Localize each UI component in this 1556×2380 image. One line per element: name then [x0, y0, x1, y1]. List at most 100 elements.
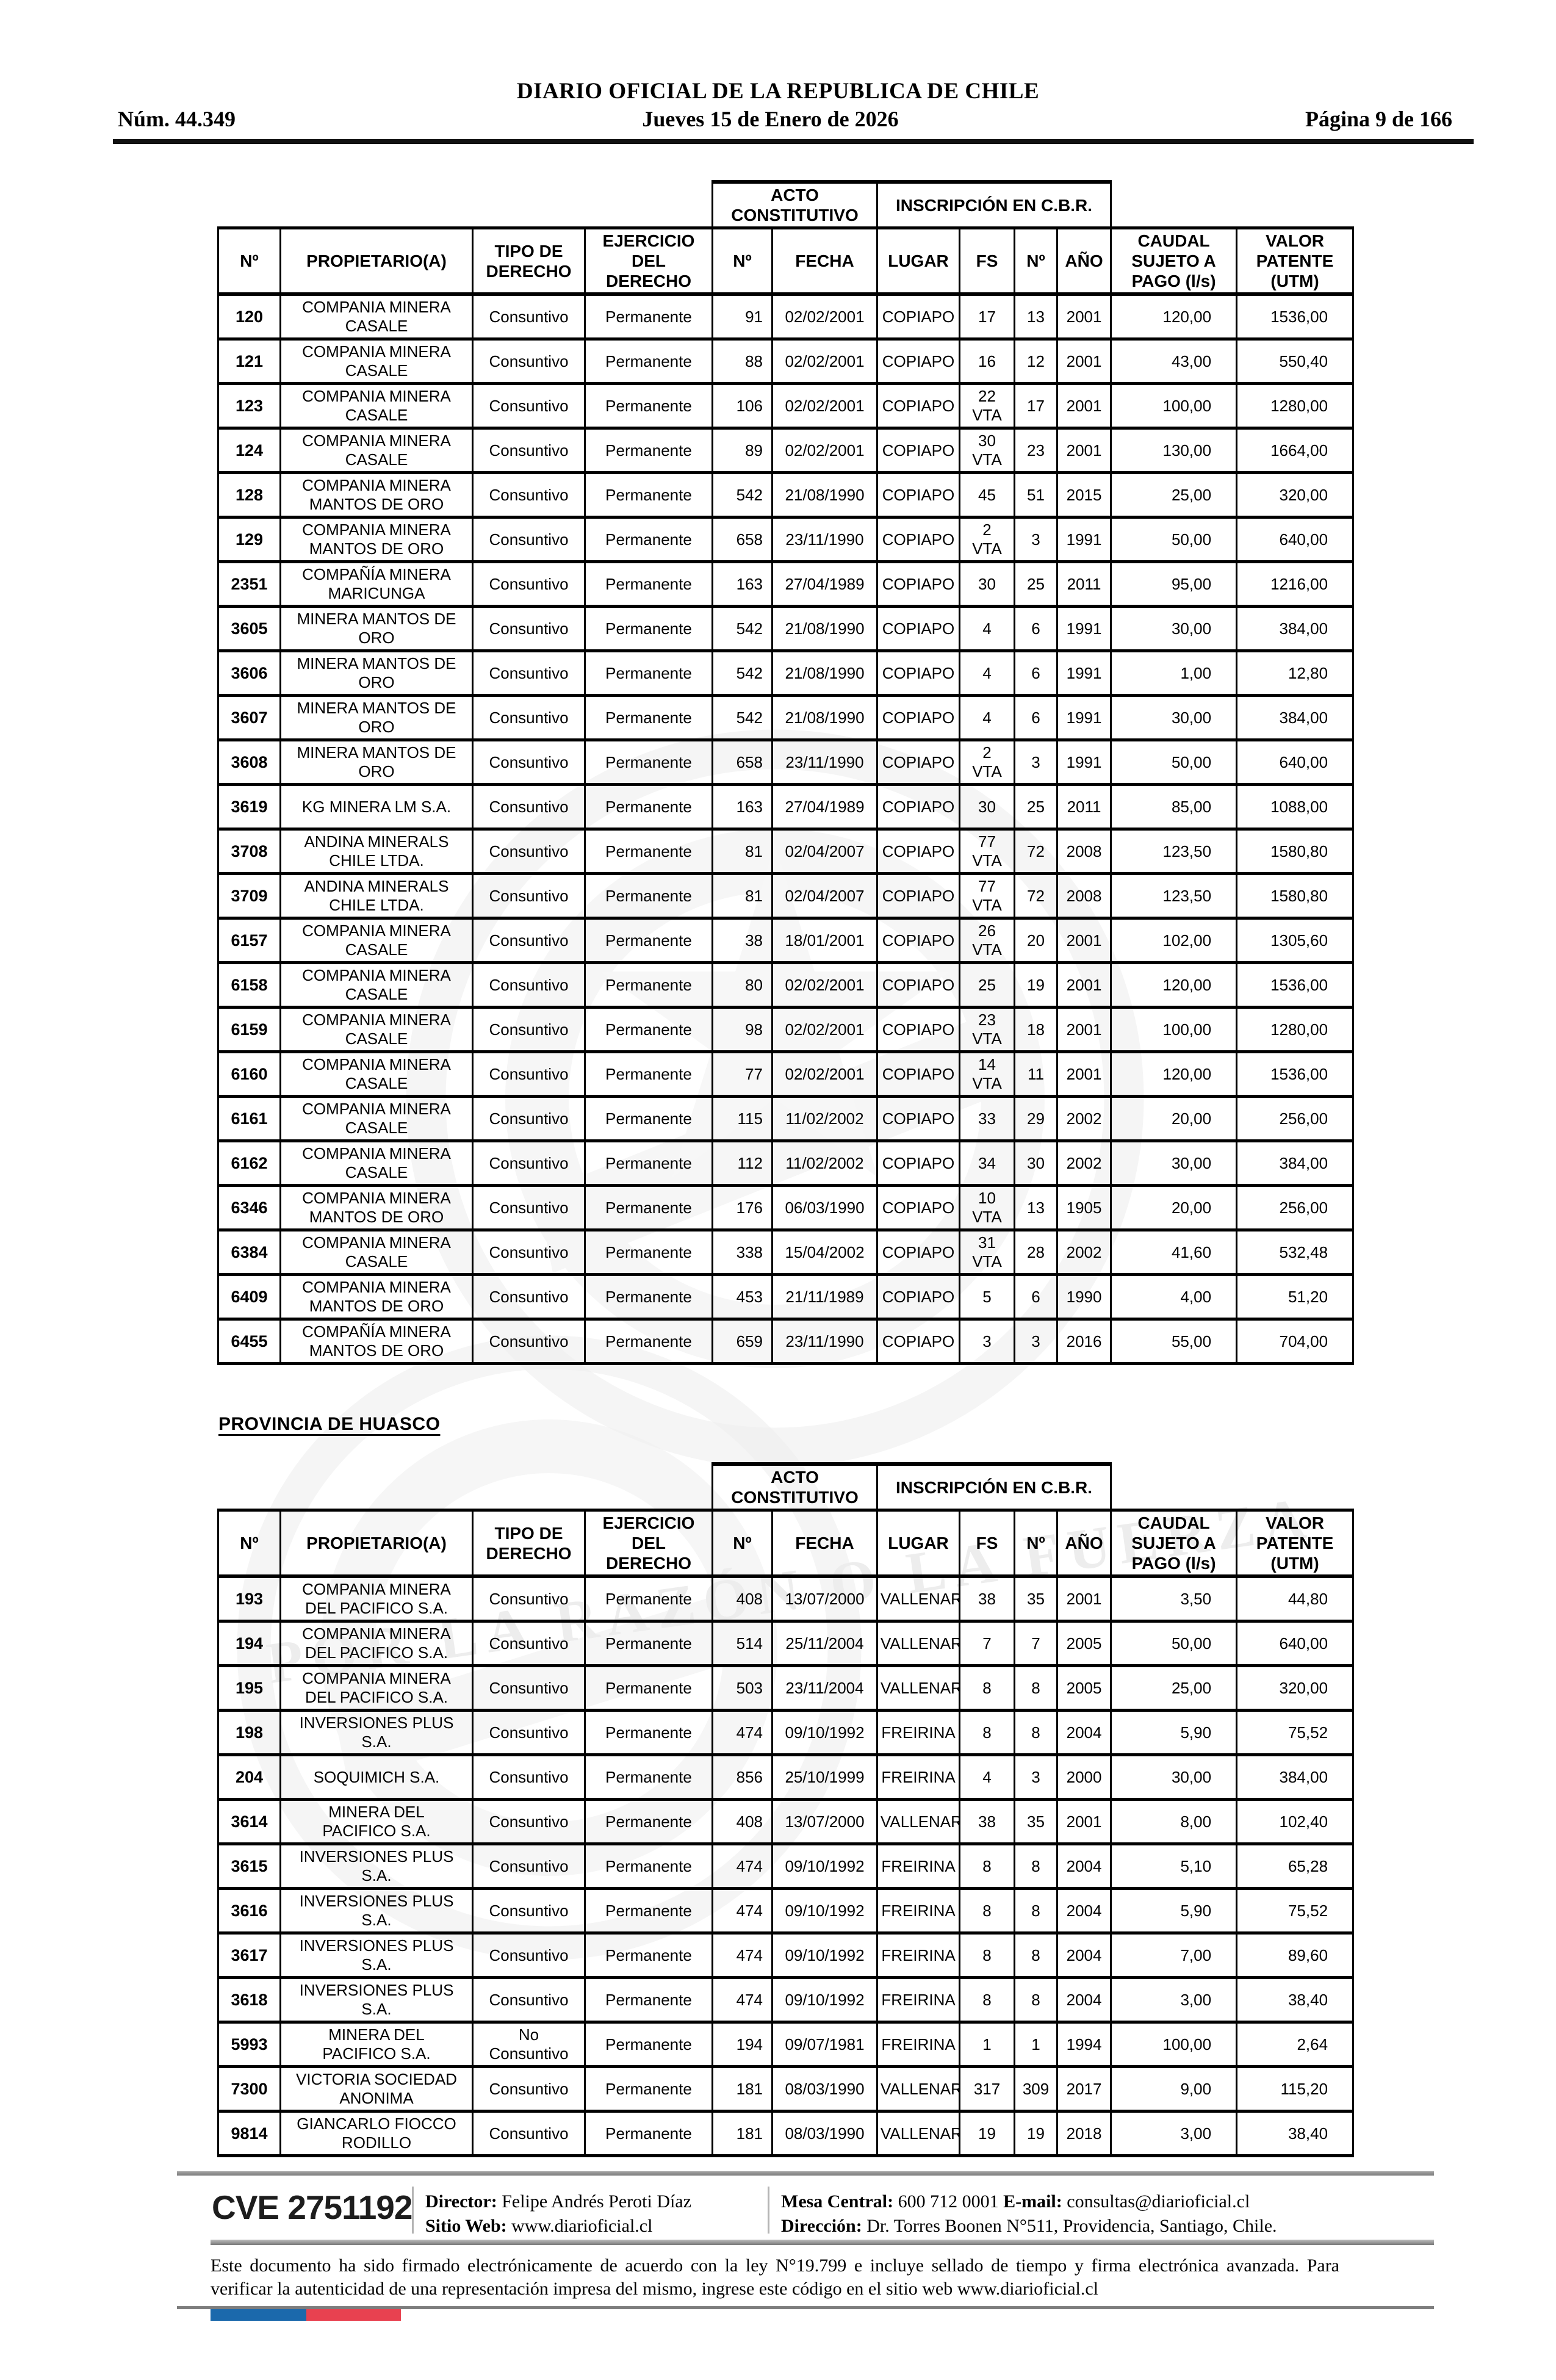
cell-caudal: 130,00	[1110, 427, 1238, 474]
cell-num: 124	[217, 427, 281, 474]
col-header-cbr_num: Nº	[1014, 1509, 1059, 1578]
cell-lugar: COPIAPO	[876, 872, 961, 920]
col-header-num: Nº	[217, 226, 281, 296]
issue-number: Núm. 44.349	[118, 107, 236, 131]
sitio-url[interactable]: www.diarioficial.cl	[511, 2216, 653, 2236]
cell-ano: 2001	[1056, 1574, 1112, 1623]
cell-ano: 2008	[1056, 872, 1112, 920]
cell-valor: 640,00	[1236, 738, 1355, 786]
cell-ejercicio: Permanente	[584, 872, 713, 920]
cell-lugar: VALLENAR	[876, 2065, 961, 2113]
cell-tipo: Consuntivo	[472, 694, 586, 741]
cell-propietario: COMPANIA MINERA CASALE	[279, 961, 474, 1009]
cell-acto_num: 408	[711, 1798, 773, 1845]
cell-caudal: 5,90	[1110, 1709, 1238, 1756]
cell-cbr_num: 17	[1014, 382, 1059, 430]
cell-fs: 16	[959, 337, 1016, 385]
cell-ano: 1905	[1056, 1184, 1112, 1231]
cell-valor: 256,00	[1236, 1184, 1355, 1231]
cell-tipo: Consuntivo	[472, 738, 586, 786]
cell-fecha: 09/07/1981	[771, 2021, 879, 2068]
cell-lugar: COPIAPO	[876, 828, 961, 875]
cell-ejercicio: Permanente	[584, 1050, 713, 1098]
cell-num: 3617	[217, 1931, 281, 1979]
cell-caudal: 5,90	[1110, 1887, 1238, 1935]
cell-ejercicio: Permanente	[584, 1006, 713, 1053]
cell-valor: 1580,80	[1236, 828, 1355, 875]
table-row: 3608 MINERA MANTOS DE ORO Consuntivo Perman…	[217, 738, 1355, 786]
cell-propietario: GIANCARLO FIOCCO RODILLO	[279, 2110, 474, 2157]
cell-ejercicio: Permanente	[584, 1184, 713, 1231]
cell-propietario: COMPANIA MINERA CASALE	[279, 382, 474, 430]
group-header-inscripcion: INSCRIPCIÓN EN C.B.R.	[876, 180, 1112, 228]
cell-valor: 2,64	[1236, 2021, 1355, 2068]
col-header-tipo: TIPO DE DERECHO	[472, 226, 586, 296]
cell-acto_num: 542	[711, 605, 773, 652]
cell-tipo: Consuntivo	[472, 605, 586, 652]
cell-ejercicio: Permanente	[584, 917, 713, 964]
cell-fs: 5	[959, 1273, 1016, 1321]
table-row: 3606 MINERA MANTOS DE ORO Consuntivo Perman…	[217, 649, 1355, 697]
direccion-value: Dr. Torres Boonen N°511, Providencia, Sa…	[866, 2216, 1277, 2236]
cell-lugar: COPIAPO	[876, 961, 961, 1009]
direccion-label: Dirección:	[781, 2216, 862, 2236]
cell-fs: 4	[959, 1753, 1016, 1801]
cell-propietario: INVERSIONES PLUS S.A.	[279, 1976, 474, 2024]
cell-valor: 65,28	[1236, 1842, 1355, 1890]
cell-tipo: Consuntivo	[472, 1842, 586, 1890]
cell-fecha: 02/02/2001	[771, 337, 879, 385]
table-provincia-copiapo: ACTO CONSTITUTIVO INSCRIPCIÓN EN C.B.R. Nº…	[217, 180, 1355, 1365]
cell-ejercicio: Permanente	[584, 1095, 713, 1142]
cell-caudal: 100,00	[1110, 2021, 1238, 2068]
cell-ano: 2001	[1056, 1006, 1112, 1053]
col-header-lugar: LUGAR	[876, 1509, 961, 1578]
cell-fecha: 02/02/2001	[771, 1006, 879, 1053]
table-row: 204 SOQUIMICH S.A. Consuntivo Permanente 856…	[217, 1753, 1355, 1801]
cell-acto_num: 80	[711, 961, 773, 1009]
cell-num: 120	[217, 292, 281, 341]
cell-ejercicio: Permanente	[584, 1931, 713, 1979]
table-row: 2351 COMPAÑÍA MINERA MARICUNGA Consuntivo P…	[217, 560, 1355, 608]
cell-ejercicio: Permanente	[584, 694, 713, 741]
cell-propietario: INVERSIONES PLUS S.A.	[279, 1842, 474, 1890]
cell-tipo: Consuntivo	[472, 2065, 586, 2113]
cell-lugar: COPIAPO	[876, 738, 961, 786]
cell-acto_num: 89	[711, 427, 773, 474]
cell-acto_num: 112	[711, 1139, 773, 1187]
cell-ano: 2001	[1056, 292, 1112, 341]
cell-num: 3606	[217, 649, 281, 697]
col-header-fecha: FECHA	[771, 1509, 879, 1578]
table-row: 3607 MINERA MANTOS DE ORO Consuntivo Perman…	[217, 694, 1355, 741]
cell-cbr_num: 35	[1014, 1798, 1059, 1845]
cell-ejercicio: Permanente	[584, 738, 713, 786]
mesa-label: Mesa Central:	[781, 2191, 894, 2212]
cell-fecha: 02/02/2001	[771, 292, 879, 341]
cell-fecha: 02/04/2007	[771, 872, 879, 920]
cell-ano: 2002	[1056, 1228, 1112, 1276]
cell-fs: 25	[959, 961, 1016, 1009]
cell-lugar: COPIAPO	[876, 1006, 961, 1053]
cell-lugar: COPIAPO	[876, 427, 961, 474]
cell-fecha: 25/11/2004	[771, 1620, 879, 1667]
cell-fecha: 06/03/1990	[771, 1184, 879, 1231]
cve-code: CVE 2751192	[212, 2188, 412, 2226]
cell-propietario: VICTORIA SOCIEDAD ANONIMA	[279, 2065, 474, 2113]
footer-divider	[412, 2187, 414, 2234]
cell-propietario: COMPANIA MINERA MANTOS DE ORO	[279, 471, 474, 519]
cell-tipo: Consuntivo	[472, 471, 586, 519]
cell-propietario: INVERSIONES PLUS S.A.	[279, 1931, 474, 1979]
table-row: 6158 COMPANIA MINERA CASALE Consuntivo Perm…	[217, 961, 1355, 1009]
footer-mid-separator	[211, 2240, 1434, 2245]
cell-fs: 8	[959, 1842, 1016, 1890]
cell-fecha: 23/11/1990	[771, 516, 879, 563]
cell-cbr_num: 1	[1014, 2021, 1059, 2068]
table-provincia-huasco: ACTO CONSTITUTIVO INSCRIPCIÓN EN C.B.R. Nº…	[217, 1462, 1355, 2157]
cell-ano: 1990	[1056, 1273, 1112, 1321]
cell-tipo: Consuntivo	[472, 1664, 586, 1712]
cell-lugar: VALLENAR	[876, 1798, 961, 1845]
email-address[interactable]: consultas@diarioficial.cl	[1067, 2191, 1250, 2212]
cell-valor: 532,48	[1236, 1228, 1355, 1276]
cell-fs: 14 VTA	[959, 1050, 1016, 1098]
cell-propietario: COMPANIA MINERA MANTOS DE ORO	[279, 1184, 474, 1231]
table-row: 3619 KG MINERA LM S.A. Consuntivo Permanent…	[217, 783, 1355, 831]
